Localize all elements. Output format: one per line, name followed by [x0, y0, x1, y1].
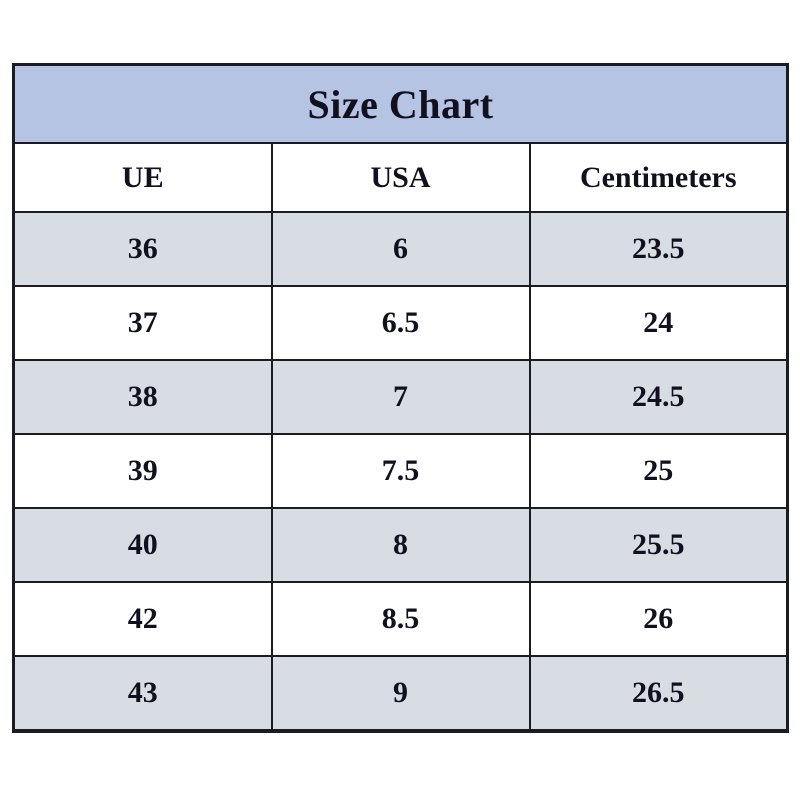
table-cell: 7: [270, 359, 531, 435]
table-cell: 26.5: [528, 655, 789, 732]
table-cell: 6: [270, 211, 531, 287]
table-row: 38 7 24.5: [12, 359, 789, 435]
table-row: 39 7.5 25: [12, 433, 789, 509]
table-cell: 9: [270, 655, 531, 732]
title-row: Size Chart: [12, 63, 789, 144]
table-cell: 8: [270, 507, 531, 583]
column-header-usa: USA: [270, 142, 531, 213]
table-cell: 24.5: [528, 359, 789, 435]
column-header-centimeters: Centimeters: [528, 142, 789, 213]
table-cell: 43: [12, 655, 273, 732]
table-cell: 40: [12, 507, 273, 583]
table-cell: 38: [12, 359, 273, 435]
table-cell: 23.5: [528, 211, 789, 287]
size-chart-table: Size Chart UE USA Centimeters 36 6 23.5 …: [12, 63, 789, 733]
table-cell: 39: [12, 433, 273, 509]
column-header-ue: UE: [12, 142, 273, 213]
table-cell: 6.5: [270, 285, 531, 361]
table-cell: 26: [528, 581, 789, 657]
table-cell: 25: [528, 433, 789, 509]
table-cell: 8.5: [270, 581, 531, 657]
header-row: UE USA Centimeters: [12, 142, 789, 213]
table-cell: 36: [12, 211, 273, 287]
table-cell: 7.5: [270, 433, 531, 509]
table-cell: 42: [12, 581, 273, 657]
table-cell: 24: [528, 285, 789, 361]
table-cell: 25.5: [528, 507, 789, 583]
table-row: 40 8 25.5: [12, 507, 789, 583]
table-row: 42 8.5 26: [12, 581, 789, 657]
table-row: 37 6.5 24: [12, 285, 789, 361]
table-cell: 37: [12, 285, 273, 361]
table-title: Size Chart: [12, 63, 789, 144]
table-row: 43 9 26.5: [12, 655, 789, 732]
table-row: 36 6 23.5: [12, 211, 789, 287]
